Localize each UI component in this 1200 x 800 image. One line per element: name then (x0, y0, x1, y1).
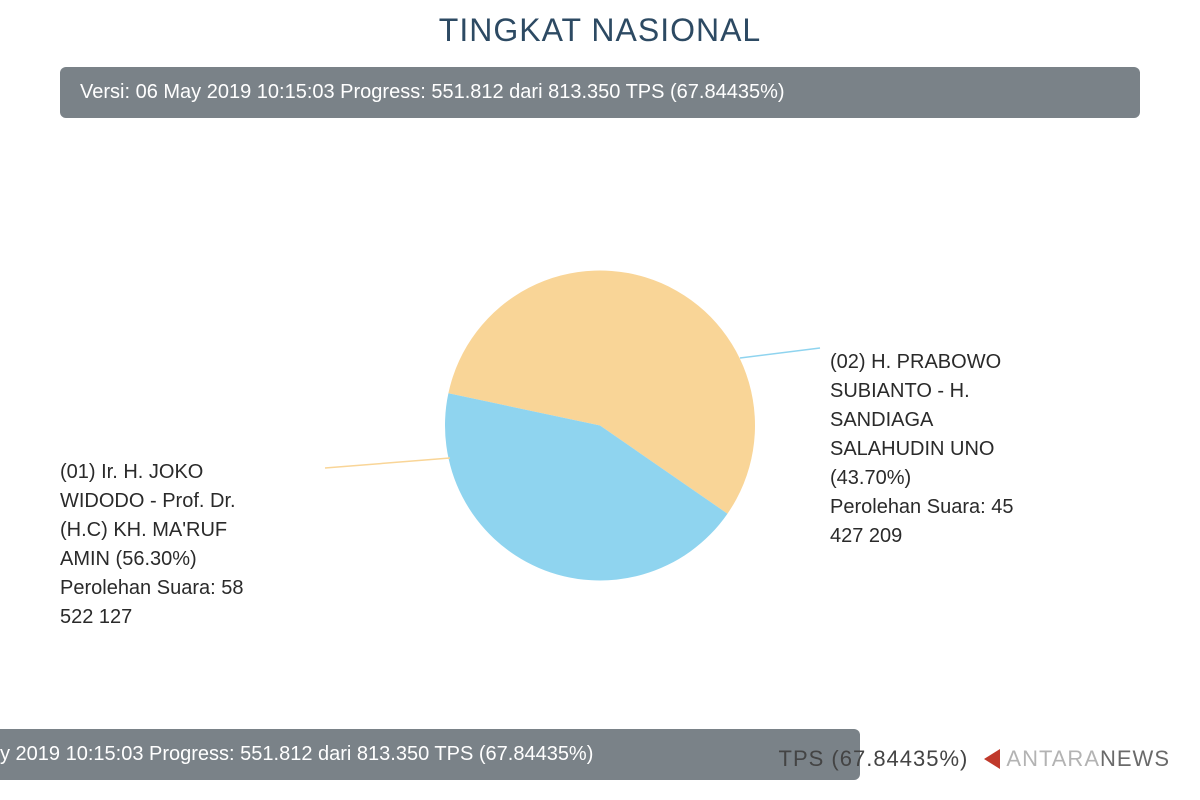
label-candidate-01: (01) Ir. H. JOKOWIDODO - Prof. Dr.(H.C) … (60, 458, 320, 632)
chart-area: (01) Ir. H. JOKOWIDODO - Prof. Dr.(H.C) … (0, 148, 1200, 708)
pie-chart (400, 226, 800, 631)
page-title: TINGKAT NASIONAL (0, 0, 1200, 67)
footer-tps-fragment: TPS (67.84435%) (779, 746, 969, 772)
logo-triangle-icon (984, 749, 1000, 769)
footer-status-bar: y 2019 10:15:03 Progress: 551.812 dari 8… (0, 729, 860, 780)
brand-text: ANTARANEWS (1006, 746, 1170, 772)
status-bar: Versi: 06 May 2019 10:15:03 Progress: 55… (60, 67, 1140, 118)
footer-watermark: TPS (67.84435%) ANTARANEWS (779, 746, 1170, 772)
label-candidate-02: (02) H. PRABOWOSUBIANTO - H.SANDIAGASALA… (830, 348, 1090, 551)
